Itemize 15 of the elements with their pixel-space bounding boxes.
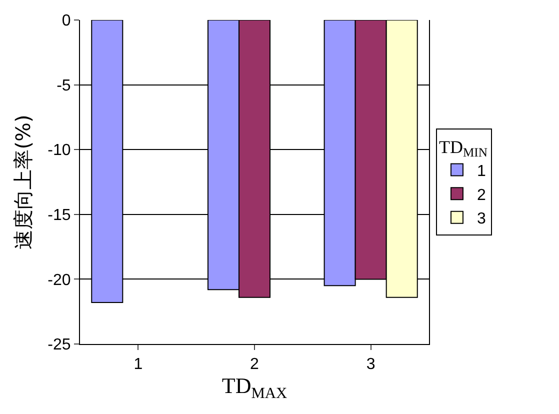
y-tick-label: -20 bbox=[48, 272, 71, 289]
legend-label: 1 bbox=[476, 163, 486, 180]
legend-label: 2 bbox=[476, 186, 486, 204]
legend-title: TD$_{MIN}$ bbox=[438, 136, 488, 160]
x-axis-title: TD$_{MAX}$ bbox=[222, 373, 288, 402]
legend-label: 3 bbox=[476, 210, 486, 228]
y-tick-label: -5 bbox=[56, 77, 71, 94]
x-tick-label: 2 bbox=[250, 356, 260, 374]
y-tick-label: -15 bbox=[48, 207, 71, 224]
x-tick-label: 3 bbox=[366, 356, 376, 374]
y-tick-label: -10 bbox=[48, 142, 71, 160]
y-tick-label: 0 bbox=[62, 12, 71, 30]
x-tick-label: 1 bbox=[134, 356, 143, 374]
y-tick-label: -25 bbox=[48, 336, 71, 354]
y-axis-title: 速度向上率(%) bbox=[11, 114, 35, 250]
